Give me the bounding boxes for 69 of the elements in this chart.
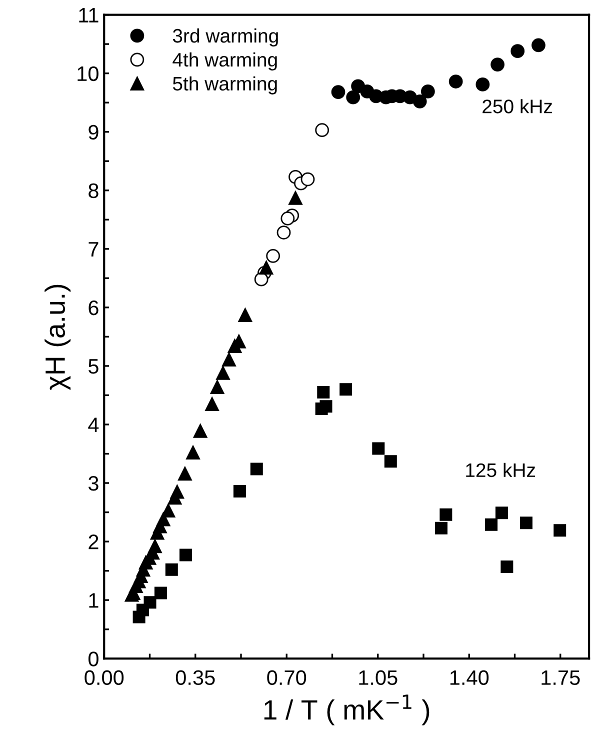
point <box>144 596 156 609</box>
point <box>485 518 498 531</box>
y-tick-label: 3 <box>88 476 98 491</box>
point <box>346 90 360 104</box>
point <box>384 455 397 468</box>
point <box>288 191 302 205</box>
x-tick-label: 0.70 <box>267 670 306 686</box>
point <box>233 484 246 498</box>
point <box>228 339 242 354</box>
point <box>372 442 385 455</box>
point <box>520 516 532 530</box>
point <box>320 400 332 413</box>
x-tick-label: 1.75 <box>542 670 580 686</box>
point <box>179 548 192 562</box>
point <box>315 123 330 138</box>
x-tick-label: 0.35 <box>176 670 215 686</box>
point <box>250 462 263 476</box>
legend-label: 5th warming <box>172 76 277 94</box>
y-tick-label: 0 <box>88 652 98 666</box>
point <box>186 446 200 460</box>
point <box>238 308 252 322</box>
x-tick-label: 1.05 <box>359 670 398 686</box>
point <box>434 522 448 534</box>
point <box>340 383 352 396</box>
y-tick-label: 7 <box>88 242 98 256</box>
y-tick-label: 1 <box>89 593 98 608</box>
point <box>412 94 427 108</box>
y-axis-title: χH (a.u.) <box>44 284 71 390</box>
annotation: 250 kHz <box>482 99 552 114</box>
point <box>554 524 566 537</box>
point <box>440 508 452 521</box>
point <box>178 466 192 481</box>
point <box>510 44 525 58</box>
point <box>193 424 208 438</box>
y-tick-label: 8 <box>88 183 98 198</box>
legend-label: 4th warming <box>172 52 277 70</box>
y-tick-label: 6 <box>88 300 98 316</box>
point <box>154 586 167 600</box>
point <box>276 226 291 240</box>
point <box>216 366 230 380</box>
annotation: 125 kHz <box>466 462 536 478</box>
y-tick-label: 4 <box>88 418 99 432</box>
point <box>266 248 280 263</box>
x-axis-title: 1 / T ( mK$^{−1}$ ) <box>264 694 430 726</box>
y-tick-label: 5 <box>88 359 98 374</box>
point <box>331 85 346 99</box>
point <box>500 560 514 573</box>
point <box>448 74 463 88</box>
y-tick-label: 10 <box>78 66 98 82</box>
point <box>280 212 295 226</box>
point <box>420 84 435 98</box>
x-tick-label: 1.40 <box>450 670 489 686</box>
point <box>259 260 274 275</box>
point <box>165 563 178 576</box>
point <box>205 397 220 411</box>
point <box>495 506 508 520</box>
point <box>222 352 236 366</box>
point <box>254 272 268 286</box>
x-tick-label: 0.00 <box>84 670 124 686</box>
point <box>532 38 546 52</box>
point <box>476 78 490 92</box>
legend-label: 3rd warming <box>172 28 278 47</box>
point <box>490 58 504 72</box>
y-tick-label: 2 <box>88 534 98 550</box>
y-tick-label: 11 <box>79 8 98 22</box>
point <box>317 386 330 399</box>
point <box>300 172 315 186</box>
y-tick-label: 9 <box>88 124 98 140</box>
point <box>210 380 224 394</box>
